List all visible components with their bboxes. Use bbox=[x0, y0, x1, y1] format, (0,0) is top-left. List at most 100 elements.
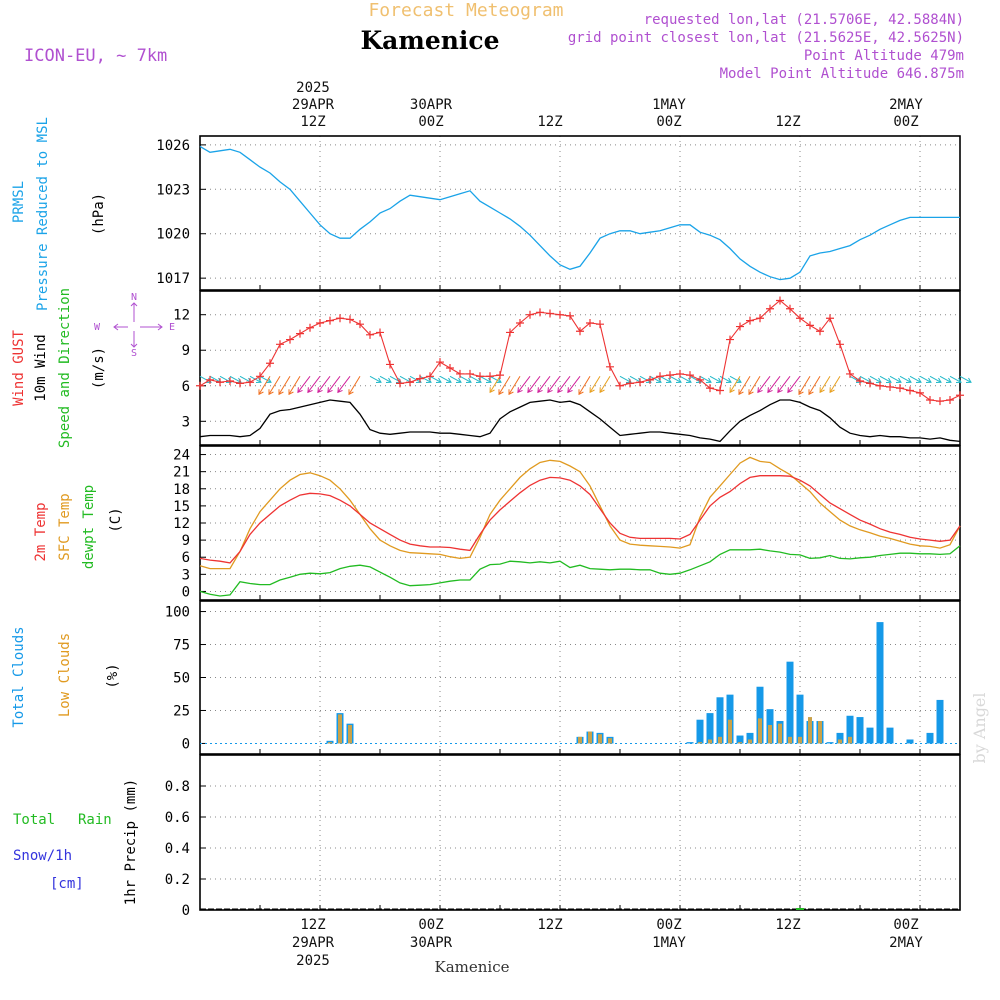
wind-arrowhead bbox=[495, 377, 502, 383]
low-cloud-bar bbox=[758, 718, 762, 744]
y-tick-label: 3 bbox=[182, 567, 190, 583]
gust-marker bbox=[526, 310, 534, 319]
gust-marker bbox=[246, 378, 254, 387]
wind-arrowhead bbox=[819, 387, 825, 394]
precip-bars bbox=[796, 908, 804, 910]
gust-marker bbox=[306, 323, 314, 332]
clouds-panel: 0 25 50 75 100 bbox=[165, 600, 961, 755]
wind-arrow bbox=[777, 375, 791, 393]
wind-arrow bbox=[489, 376, 501, 393]
wind-arrowhead bbox=[705, 377, 712, 383]
gust-marker bbox=[866, 379, 874, 388]
wind-arrowhead bbox=[498, 389, 504, 396]
clouds-unit: (%) bbox=[105, 663, 121, 688]
gust-marker bbox=[736, 322, 744, 331]
gust-marker bbox=[716, 386, 724, 395]
wind-arrow bbox=[578, 376, 591, 395]
temp-label-2m: 2m Temp bbox=[33, 502, 49, 561]
wind-arrowhead bbox=[655, 377, 662, 383]
gust-marker bbox=[376, 328, 384, 337]
gust-marker bbox=[316, 318, 324, 327]
pressure-frame bbox=[199, 135, 961, 291]
cloud-bars bbox=[326, 622, 944, 744]
wind-arrow bbox=[959, 375, 972, 383]
wind-arrowhead bbox=[537, 387, 543, 394]
gust-marker bbox=[256, 372, 264, 381]
gust-marker bbox=[486, 372, 494, 381]
clouds-label-total: Total Clouds bbox=[11, 626, 27, 727]
bottom-time-label: 12Z 29APR 2025 bbox=[292, 917, 335, 969]
wind-arrow bbox=[459, 375, 472, 383]
y-tick-label: 0 bbox=[182, 736, 190, 752]
gust-marker bbox=[326, 316, 334, 325]
gust-marker bbox=[456, 369, 464, 378]
wind-arrow bbox=[929, 375, 942, 383]
wind-arrowhead bbox=[915, 377, 922, 383]
wind-arrowhead bbox=[767, 387, 773, 394]
low-cloud-bar bbox=[788, 736, 792, 744]
wind-arrow bbox=[729, 375, 742, 383]
gust-marker bbox=[876, 381, 884, 390]
y-tick-label: 1023 bbox=[156, 182, 190, 198]
total-cloud-bar bbox=[836, 732, 844, 744]
wind-arrow bbox=[258, 376, 271, 395]
gust-marker bbox=[426, 372, 434, 381]
gust-marker bbox=[586, 318, 594, 327]
total-cloud-bar bbox=[726, 694, 734, 744]
total-cloud-bar bbox=[686, 742, 694, 744]
bottom-time-label-hour: 12Z bbox=[775, 917, 800, 933]
low-cloud-bar bbox=[698, 742, 702, 744]
gust-marker bbox=[806, 321, 814, 330]
plot-area: 1017102010231026369120369121518212402550… bbox=[156, 135, 972, 919]
wind-arrowhead bbox=[455, 377, 462, 383]
top-time-label-hour: 00Z bbox=[656, 114, 681, 130]
wind-arrowhead bbox=[798, 389, 804, 396]
wind-arrowhead bbox=[965, 377, 972, 383]
total-cloud-bar bbox=[696, 719, 704, 744]
top-time-label-year: 2025 bbox=[296, 80, 330, 96]
y-tick-label: 25 bbox=[173, 703, 190, 719]
header-model-altitude: Model Point Altitude 646.875m bbox=[720, 66, 964, 82]
temp-frame bbox=[199, 445, 961, 601]
wind-arrow bbox=[798, 376, 811, 395]
wind-arrowhead bbox=[348, 389, 354, 396]
total-cloud-bar bbox=[926, 732, 934, 744]
wind-arrow bbox=[307, 375, 321, 393]
wind-arrow bbox=[649, 375, 662, 383]
wind-arrow bbox=[889, 375, 902, 383]
header-point-altitude: Point Altitude 479m bbox=[804, 48, 964, 64]
top-time-label-hour: 12Z bbox=[775, 114, 800, 130]
wind-label-speed-dir: Speed and Direction bbox=[57, 288, 73, 448]
top-time-label-date: 29APR bbox=[292, 97, 335, 113]
credit-text: by Angel bbox=[970, 692, 989, 763]
bottom-time-label-date: 30APR bbox=[410, 935, 453, 951]
wind-arrowhead bbox=[567, 387, 573, 394]
wind-arrowhead bbox=[787, 387, 793, 394]
wind-arrowhead bbox=[895, 377, 902, 383]
sfc-temp-line bbox=[199, 456, 961, 570]
wind-arrowhead bbox=[317, 387, 323, 394]
low-cloud-bar bbox=[848, 736, 852, 744]
total-cloud-bar bbox=[936, 699, 944, 744]
total-cloud-bar bbox=[846, 715, 854, 744]
gust-marker bbox=[416, 374, 424, 383]
y-tick-label: 9 bbox=[182, 533, 190, 549]
gust-marker bbox=[886, 382, 894, 391]
wind-arrow bbox=[399, 375, 412, 383]
wind-panel: 3 6 9 12 bbox=[173, 290, 972, 446]
y-tick-label: 0 bbox=[182, 584, 190, 600]
low-cloud-bar bbox=[838, 739, 842, 744]
wind-arrow bbox=[899, 375, 912, 383]
gust-marker bbox=[896, 384, 904, 393]
top-time-label: 12Z bbox=[775, 114, 800, 130]
gust-marker bbox=[226, 377, 234, 386]
gust-marker bbox=[646, 375, 654, 384]
gust-marker bbox=[206, 375, 214, 384]
wind-arrow bbox=[819, 376, 831, 393]
wind-arrow bbox=[337, 375, 351, 393]
precip-frame bbox=[199, 754, 961, 911]
wind-arrowhead bbox=[278, 389, 284, 396]
wind-arrow bbox=[547, 375, 561, 393]
gust-marker bbox=[566, 311, 574, 320]
gust-marker bbox=[926, 395, 934, 404]
